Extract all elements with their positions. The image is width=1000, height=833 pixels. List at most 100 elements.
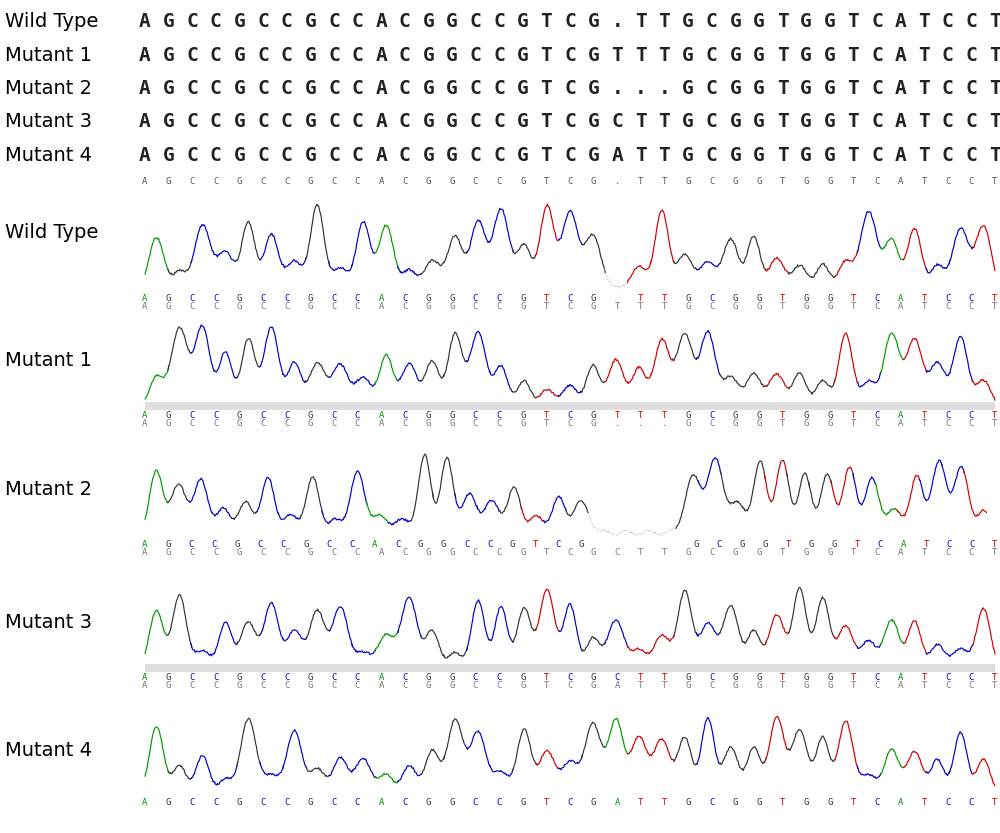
Text: G: G xyxy=(418,540,423,549)
Text: G: G xyxy=(756,302,762,312)
Text: G: G xyxy=(591,673,596,682)
Text: T: T xyxy=(662,294,667,303)
Text: G: G xyxy=(520,548,525,557)
Text: A: A xyxy=(378,673,384,682)
Text: C: C xyxy=(284,302,289,312)
Text: C: C xyxy=(942,12,954,32)
Text: G: G xyxy=(682,12,694,32)
Text: G: G xyxy=(753,146,765,165)
Text: T: T xyxy=(851,798,856,807)
Text: C: C xyxy=(874,681,880,691)
Text: A: A xyxy=(142,798,148,807)
Text: T: T xyxy=(921,177,927,186)
Text: G: G xyxy=(517,146,529,165)
Text: T: T xyxy=(635,12,647,32)
Text: T: T xyxy=(541,146,552,165)
Text: T: T xyxy=(777,46,788,65)
Text: A: A xyxy=(378,681,384,691)
Text: T: T xyxy=(847,112,859,132)
Text: C: C xyxy=(186,46,198,65)
Text: G: G xyxy=(753,12,765,32)
Text: A: A xyxy=(898,294,903,303)
Text: C: C xyxy=(496,411,502,420)
Text: C: C xyxy=(706,79,718,98)
Text: G: G xyxy=(809,540,814,549)
Text: G: G xyxy=(827,177,832,186)
Text: G: G xyxy=(827,673,832,682)
Text: G: G xyxy=(756,419,762,428)
Text: A: A xyxy=(139,12,151,32)
Text: C: C xyxy=(567,548,573,557)
Text: C: C xyxy=(473,548,478,557)
Text: C: C xyxy=(213,302,219,312)
Text: G: G xyxy=(163,12,174,32)
Text: C: C xyxy=(210,146,222,165)
Text: C: C xyxy=(966,12,977,32)
Text: C: C xyxy=(281,112,293,132)
Text: C: C xyxy=(402,294,407,303)
Text: G: G xyxy=(729,12,741,32)
Text: A: A xyxy=(898,302,903,312)
Text: C: C xyxy=(473,294,478,303)
Text: C: C xyxy=(496,177,502,186)
Text: A: A xyxy=(615,798,620,807)
Text: C: C xyxy=(969,798,974,807)
Text: C: C xyxy=(331,798,337,807)
Text: C: C xyxy=(966,146,977,165)
Text: T: T xyxy=(851,411,856,420)
Text: C: C xyxy=(611,112,623,132)
Text: G: G xyxy=(426,798,431,807)
Text: G: G xyxy=(824,146,836,165)
Text: T: T xyxy=(638,302,644,312)
Text: G: G xyxy=(753,112,765,132)
Text: C: C xyxy=(945,681,950,691)
Text: C: C xyxy=(284,681,289,691)
Text: C: C xyxy=(556,540,561,549)
Text: G: G xyxy=(163,112,174,132)
Text: T: T xyxy=(851,294,856,303)
Text: Mutant 1: Mutant 1 xyxy=(5,351,92,370)
Text: G: G xyxy=(827,419,832,428)
Text: T: T xyxy=(851,673,856,682)
Text: G: G xyxy=(422,112,434,132)
Text: G: G xyxy=(729,112,741,132)
Text: C: C xyxy=(257,146,269,165)
Text: A: A xyxy=(378,798,384,807)
Text: C: C xyxy=(877,540,883,549)
Text: C: C xyxy=(473,411,478,420)
Text: C: C xyxy=(399,146,411,165)
Text: T: T xyxy=(638,294,644,303)
Text: T: T xyxy=(918,146,930,165)
Text: G: G xyxy=(441,540,446,549)
Text: C: C xyxy=(190,673,195,682)
Text: C: C xyxy=(402,798,407,807)
Text: T: T xyxy=(918,12,930,32)
Text: C: C xyxy=(496,302,502,312)
Text: C: C xyxy=(355,673,360,682)
Text: C: C xyxy=(470,79,481,98)
Text: G: G xyxy=(234,46,245,65)
Text: G: G xyxy=(520,798,525,807)
Text: T: T xyxy=(635,146,647,165)
Text: T: T xyxy=(847,12,859,32)
Text: G: G xyxy=(520,177,525,186)
Text: G: G xyxy=(166,798,171,807)
Text: G: G xyxy=(449,411,455,420)
Text: C: C xyxy=(966,79,977,98)
Text: C: C xyxy=(871,146,883,165)
Text: C: C xyxy=(210,79,222,98)
Text: G: G xyxy=(163,146,174,165)
Text: C: C xyxy=(496,548,502,557)
Text: A: A xyxy=(378,548,384,557)
Text: C: C xyxy=(493,79,505,98)
Text: A: A xyxy=(139,146,151,165)
Text: G: G xyxy=(517,12,529,32)
Text: C: C xyxy=(969,302,974,312)
Text: C: C xyxy=(473,302,478,312)
Text: C: C xyxy=(945,548,950,557)
Text: G: G xyxy=(237,673,242,682)
Text: A: A xyxy=(139,46,151,65)
Text: G: G xyxy=(824,12,836,32)
Text: C: C xyxy=(709,681,714,691)
Text: C: C xyxy=(709,411,714,420)
